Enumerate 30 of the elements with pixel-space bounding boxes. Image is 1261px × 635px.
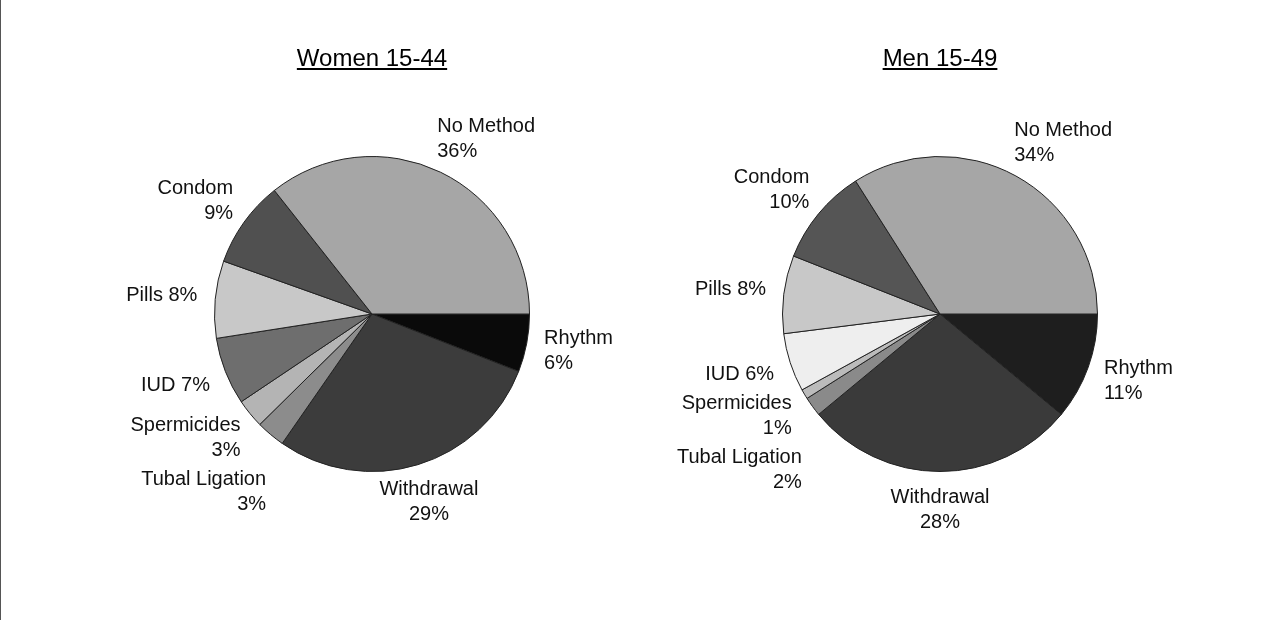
chart-title: Men 15-49 — [882, 44, 998, 72]
slice-label: Rhythm — [544, 325, 614, 348]
slice-label: IUD 6% — [705, 361, 775, 384]
slice-label: Withdrawal — [890, 485, 990, 508]
slice-label: Spermicides — [130, 413, 241, 436]
data-label: 36% — [437, 138, 478, 161]
data-label: 1% — [762, 415, 792, 438]
data-label: 34% — [1014, 143, 1055, 166]
slice-label: No Method — [1014, 118, 1113, 141]
data-label: 6% — [544, 350, 574, 373]
slice-label: IUD 7% — [141, 372, 211, 395]
data-label: 29% — [408, 501, 450, 524]
slice-label: Spermicides — [681, 390, 792, 413]
data-label: 2% — [772, 469, 803, 492]
slice-label: Pills 8% — [126, 283, 198, 306]
slice-label: Withdrawal — [379, 476, 479, 499]
data-label: 3% — [211, 438, 241, 461]
data-label: 10% — [769, 189, 810, 212]
slice-label: Condom — [733, 164, 810, 187]
slice-label: No Method — [437, 113, 536, 136]
data-label: 11% — [1103, 380, 1143, 403]
slice-label: Tubal Ligation — [141, 467, 267, 490]
slice-label: Pills 8% — [694, 277, 767, 300]
chart-title: Women 15-44 — [296, 44, 448, 72]
slice-label: Tubal Ligation — [676, 444, 802, 467]
slice-label: Rhythm — [1103, 355, 1173, 378]
data-label: 28% — [919, 510, 961, 533]
slice-label: Condom — [157, 175, 234, 198]
data-label: 9% — [204, 200, 234, 223]
data-label: 3% — [237, 492, 267, 515]
